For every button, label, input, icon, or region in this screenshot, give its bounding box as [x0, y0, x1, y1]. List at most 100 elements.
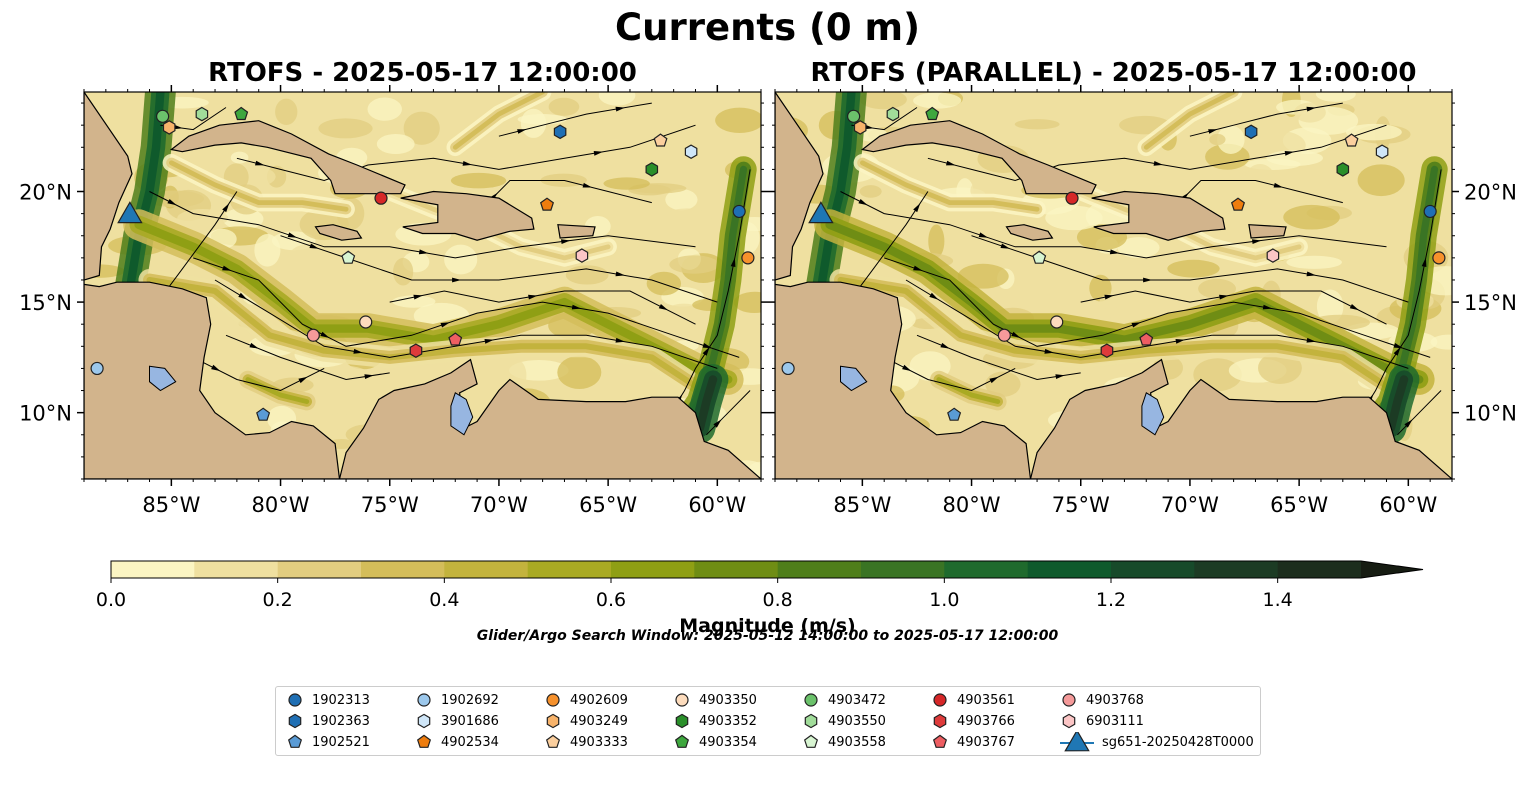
legend-item: 4903350	[673, 690, 757, 710]
legend-item: 4903767	[931, 732, 1015, 752]
platform-legend: 1902313 1902363 1902521 1902692 3901686 49025…	[275, 686, 1261, 756]
legend-item: 4902534	[415, 732, 499, 752]
legend-marker	[1064, 732, 1090, 752]
legend-marker-icon	[932, 734, 948, 748]
legend-item: 4903561	[931, 690, 1015, 710]
platform-4903249	[162, 120, 176, 135]
platform-4903352	[1336, 162, 1350, 177]
colorbar-bin	[111, 561, 195, 578]
legend-item: 4903558	[802, 732, 886, 752]
legend-marker-icon	[417, 713, 431, 729]
colorbar-label: Magnitude (m/s)	[679, 615, 856, 637]
platform-4903249	[853, 120, 867, 135]
legend-marker-icon	[933, 713, 947, 729]
colorbar-tick-label: 0.0	[96, 589, 126, 611]
legend-marker	[804, 693, 818, 707]
y-tick-label: 20°N	[19, 181, 72, 205]
colorbar-tick-label: 1.4	[1263, 589, 1293, 611]
legend-marker-icon	[1060, 732, 1094, 752]
legend-marker	[288, 693, 302, 707]
x-tick-label: 75°W	[1052, 493, 1110, 517]
legend-label: 4903354	[699, 734, 757, 750]
legend-item: sg651-20250428T0000	[1060, 732, 1254, 752]
land	[84, 92, 761, 479]
legend-label: 4903350	[699, 692, 757, 708]
legend-label: 4903352	[699, 713, 757, 729]
legend-marker	[417, 693, 431, 707]
x-tick-label: 70°W	[1161, 493, 1219, 517]
legend-item: 4903333	[544, 732, 628, 752]
platform-1902363	[553, 124, 567, 140]
legend-item: 4903249	[544, 711, 628, 731]
legend-marker-icon	[804, 713, 818, 729]
legend-label: 4903767	[957, 734, 1015, 750]
legend-item: 4903766	[931, 711, 1015, 731]
colorbar-bin	[1027, 561, 1112, 578]
platform-4903333	[1344, 133, 1359, 147]
platform-4902609	[1432, 251, 1446, 265]
legend-marker-icon	[546, 713, 560, 729]
x-tick-label: 80°W	[943, 493, 1001, 517]
legend-item: 4903352	[673, 711, 757, 731]
legend-marker-icon	[1062, 713, 1076, 729]
legend-marker	[546, 713, 560, 729]
legend-marker	[675, 713, 689, 729]
platform-4902534	[539, 197, 555, 211]
platform-4903352	[645, 162, 659, 177]
legend-item: 4903472	[802, 690, 886, 710]
colorbar-bin	[444, 561, 529, 578]
legend-item: 6903111	[1060, 711, 1144, 731]
legend-marker-icon	[288, 693, 302, 707]
platform-1902521	[947, 407, 962, 421]
y-tick-label: 20°N	[1464, 181, 1517, 205]
platform-sg651-20250428T0000	[808, 201, 834, 224]
platform-1902692	[781, 361, 795, 376]
legend-marker-icon	[546, 693, 560, 707]
legend-marker-icon	[675, 713, 689, 729]
colorbar-bin	[1194, 561, 1279, 578]
legend-marker	[1062, 693, 1076, 707]
x-tick-label: 60°W	[688, 493, 746, 517]
legend-label: sg651-20250428T0000	[1102, 734, 1254, 750]
legend-item: 1902363	[286, 711, 370, 731]
colorbar-tick-label: 0.4	[429, 589, 459, 611]
platform-1902692	[90, 361, 104, 376]
legend-marker	[933, 713, 947, 729]
colorbar-bin	[361, 561, 445, 578]
legend-marker-icon	[675, 693, 689, 707]
x-tick-label: 60°W	[1379, 493, 1437, 517]
legend-marker-icon	[803, 734, 819, 748]
legend-label: 4903766	[957, 713, 1015, 729]
platform-sg651-20250428T0000	[117, 201, 143, 224]
legend-marker	[932, 734, 948, 748]
platform-6903111	[1266, 248, 1280, 263]
x-tick-label: 70°W	[470, 493, 528, 517]
platform-4903472	[156, 109, 170, 123]
platform-4903767	[1139, 332, 1154, 346]
colorbar-bin	[694, 561, 779, 578]
legend-marker	[674, 734, 690, 748]
legend-item: 1902521	[286, 732, 370, 752]
x-tick-label: 65°W	[579, 493, 637, 517]
y-tick-label: 10°N	[19, 402, 72, 426]
y-tick-label: 15°N	[1464, 291, 1517, 315]
legend-marker	[545, 734, 561, 748]
x-tick-label: 85°W	[142, 493, 200, 517]
legend-label: 4903558	[828, 734, 886, 750]
legend-item: 4903550	[802, 711, 886, 731]
legend-marker	[933, 693, 947, 707]
legend-marker	[288, 713, 302, 729]
platform-4903767	[448, 332, 463, 346]
legend-marker-icon	[416, 734, 432, 748]
legend-marker-icon	[287, 734, 303, 748]
platform-4903550	[195, 106, 209, 122]
platform-4903472	[847, 109, 861, 123]
legend-marker	[416, 734, 432, 748]
legend-label: 3901686	[441, 713, 499, 729]
legend-label: 1902313	[312, 692, 370, 708]
x-tick-label: 80°W	[252, 493, 310, 517]
legend-marker-icon	[417, 693, 431, 707]
legend-marker-icon	[1062, 693, 1076, 707]
x-tick-label: 75°W	[361, 493, 419, 517]
platform-4903350	[1050, 315, 1064, 329]
